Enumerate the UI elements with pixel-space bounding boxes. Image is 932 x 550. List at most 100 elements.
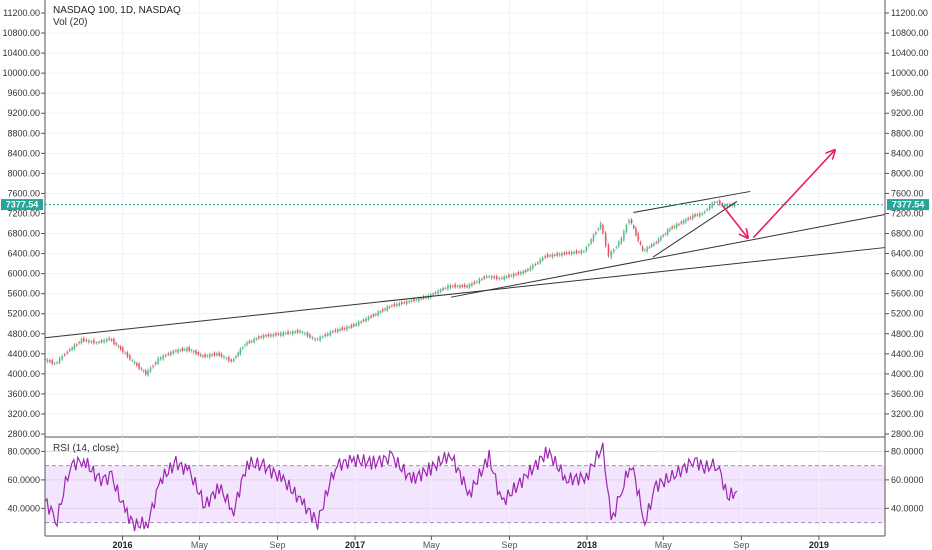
price-candle (444, 287, 447, 289)
price-candle (488, 276, 490, 278)
price-candle (277, 333, 280, 335)
price-candle (625, 224, 628, 233)
price-candle (145, 370, 147, 375)
price-candle (193, 351, 195, 353)
left-tick-label: 7200.00 (7, 208, 40, 218)
price-panel[interactable] (44, 0, 886, 437)
price-candle (223, 356, 225, 359)
price-candle (541, 257, 544, 261)
price-candle (452, 285, 454, 287)
right-price-axis: 2800.00 3200.00 3600.00 4000.00 4400.00 4800.… (885, 8, 929, 439)
price-candle (733, 203, 736, 207)
price-panel-background (45, 0, 885, 437)
time-tick-month-label: Sep (270, 540, 286, 550)
time-tick-year-label: 2018 (577, 540, 597, 550)
rsi-left-tick-label: 60.0000 (7, 475, 40, 485)
left-tick-label: 6000.00 (7, 269, 40, 279)
price-candle (461, 284, 463, 287)
price-candle (350, 324, 353, 328)
right-tick-label: 9600.00 (891, 88, 924, 98)
price-candle (388, 306, 391, 308)
projection-arrow (721, 203, 747, 237)
price-candle (471, 282, 473, 287)
right-tick-label: 4400.00 (891, 349, 924, 359)
price-candle (635, 227, 637, 236)
price-candle (336, 328, 339, 333)
price-candle (122, 347, 124, 353)
rsi-right-tick-label: 80.0000 (891, 446, 924, 456)
price-candle (76, 344, 78, 346)
price-candle (692, 214, 694, 220)
price-candle (113, 338, 115, 345)
price-candle (546, 253, 549, 258)
rsi-left-tick-label: 40.0000 (7, 503, 40, 513)
trendline (633, 190, 751, 213)
price-candle (384, 308, 386, 311)
price-candle (580, 250, 583, 254)
rsi-band-fill (45, 465, 885, 523)
time-tick-month-label: Sep (501, 540, 517, 550)
price-candle (520, 271, 522, 275)
price-candle (204, 354, 206, 358)
left-tick-label: 4000.00 (7, 369, 40, 379)
trendlines-group[interactable] (44, 151, 886, 339)
price-candle (69, 349, 71, 351)
price-candle (565, 252, 568, 255)
price-candle (362, 319, 365, 322)
right-tick-label: 7600.00 (891, 188, 924, 198)
price-candle (211, 354, 213, 356)
price-candle (353, 324, 355, 327)
right-tick-label: 3200.00 (891, 409, 924, 419)
price-candle (220, 353, 223, 358)
rsi-panel[interactable] (44, 437, 885, 536)
time-axis[interactable]: 2016 May Sep 2017 May Sep 2018 May Sep 2019 (113, 536, 829, 550)
price-candle (493, 276, 495, 279)
price-candle (532, 264, 534, 270)
price-candle (235, 356, 237, 358)
price-candle (195, 350, 197, 355)
price-candle (701, 213, 703, 215)
volume-indicator-label[interactable]: Vol (20) (53, 17, 87, 28)
price-candle (680, 221, 682, 224)
rsi-right-axis: 40.0000 60.0000 80.0000 (885, 446, 924, 513)
price-candle (129, 355, 131, 360)
price-candle (602, 224, 604, 234)
price-candle (115, 343, 117, 345)
left-tick-label: 6400.00 (7, 249, 40, 259)
price-candle (437, 290, 439, 295)
price-candle (372, 314, 375, 317)
price-candle (280, 332, 282, 337)
price-candle (225, 358, 228, 360)
symbol-title[interactable]: NASDAQ 100, 1D, NASDAQ (53, 5, 181, 16)
price-candle (98, 341, 100, 343)
price-candle (478, 278, 480, 284)
price-candle (685, 218, 687, 223)
price-candle (610, 251, 612, 259)
price-candle (599, 222, 602, 229)
price-candle (289, 332, 292, 334)
price-candle (496, 275, 498, 280)
price-candle (664, 233, 667, 235)
left-tick-label: 11200.00 (3, 8, 40, 18)
price-candle (463, 284, 466, 288)
price-candle (105, 338, 108, 342)
price-candle (262, 334, 265, 339)
price-candle (78, 342, 80, 344)
price-candle (53, 363, 56, 365)
price-candle (319, 336, 321, 341)
price-candle (666, 229, 669, 235)
price-candle (355, 323, 357, 326)
price-candle (554, 254, 556, 256)
price-candle (618, 241, 620, 247)
price-candle (321, 336, 324, 338)
rsi-title[interactable]: RSI (14, close) (53, 443, 119, 454)
price-candle (382, 309, 384, 312)
price-candle (678, 223, 680, 225)
price-candle (282, 332, 284, 336)
price-candle (689, 217, 692, 219)
price-candle (595, 232, 597, 235)
price-candle (726, 204, 729, 208)
price-candle (696, 214, 699, 216)
price-candle (311, 337, 314, 339)
price-candle (316, 338, 319, 340)
